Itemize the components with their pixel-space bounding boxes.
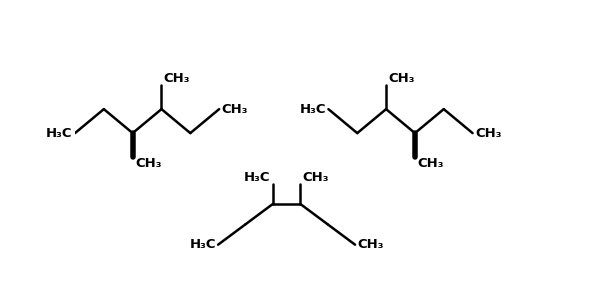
- Text: CH₃: CH₃: [164, 72, 190, 85]
- Text: H₃C: H₃C: [299, 103, 326, 116]
- Text: H₃C: H₃C: [46, 127, 73, 140]
- Text: CH₃: CH₃: [135, 157, 161, 170]
- Text: CH₃: CH₃: [302, 171, 329, 184]
- Text: CH₃: CH₃: [388, 72, 415, 85]
- Text: CH₃: CH₃: [475, 127, 502, 140]
- Text: CH₃: CH₃: [221, 103, 248, 116]
- Text: H₃C: H₃C: [189, 238, 216, 251]
- Text: CH₃: CH₃: [417, 157, 444, 170]
- Text: H₃C: H₃C: [244, 171, 271, 184]
- Text: CH₃: CH₃: [358, 238, 384, 251]
